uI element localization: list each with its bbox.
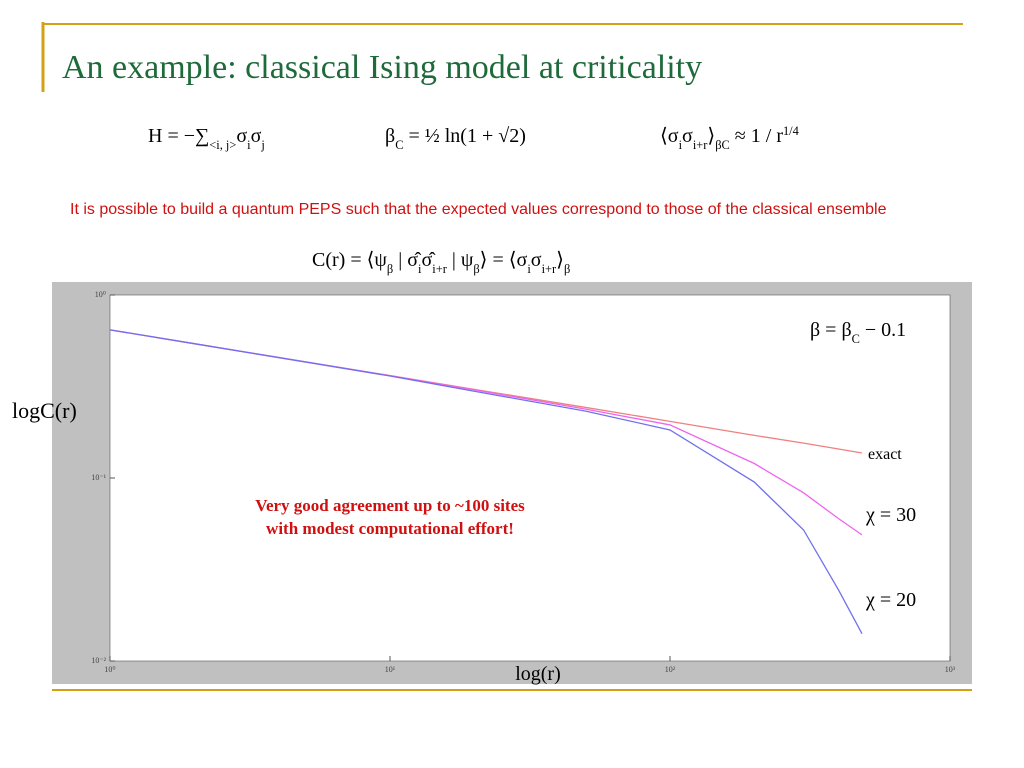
superscript: 1/4 — [783, 124, 799, 138]
subscript: C — [395, 138, 403, 152]
equation-part: | σ̂ — [393, 249, 422, 271]
subscript: i — [527, 262, 531, 276]
equation-part: C(r) = ⟨ψ — [312, 249, 387, 271]
series-label: χ = 20 — [865, 589, 916, 611]
paragraph: It is possible to build a quantum PEPS s… — [70, 201, 887, 218]
subscript: C — [852, 332, 860, 346]
subscript: i+r — [542, 262, 557, 276]
x-tick-label: 10¹ — [385, 665, 396, 674]
annotation: with modest computational effort! — [266, 519, 514, 538]
y-tick-label: 10⁻¹ — [91, 473, 106, 482]
subscript: β — [387, 262, 393, 276]
x-tick-label: 10⁰ — [104, 665, 115, 674]
series-line — [109, 329, 863, 635]
y-axis-label: logC(r) — [12, 398, 77, 423]
subscript: β — [564, 262, 570, 276]
annotation: Very good agreement up to ~100 sites — [255, 496, 525, 515]
subscript: <i, j> — [209, 138, 236, 152]
equation-part: = ½ ln(1 + √2) — [403, 125, 525, 147]
equation-part: − 0.1 — [860, 319, 906, 341]
equation-part: ⟩ — [707, 125, 715, 147]
x-axis-label: log(r) — [515, 663, 561, 685]
equation-part: β — [385, 125, 395, 147]
x-tick-label: 10² — [665, 665, 676, 674]
plot-area — [109, 294, 951, 662]
equation-part: σ — [682, 125, 693, 147]
equation-part: | ψ — [447, 249, 474, 271]
slide-title: An example: classical Ising model at cri… — [62, 49, 702, 86]
x-tick-label: 10³ — [945, 665, 956, 674]
equation: β = βC − 0.1 — [810, 319, 906, 346]
equation: C(r) = ⟨ψβ | σ̂iσ̂i+r | ψβ⟩ = ⟨σiσi+r⟩β — [312, 249, 570, 276]
subscript: j — [260, 138, 264, 152]
equation: ⟨σiσi+r⟩βC ≈ 1 / r1/4 — [660, 124, 799, 152]
equation-part: H = −∑ — [148, 125, 209, 147]
y-tick-label: 10⁰ — [95, 290, 106, 299]
subscript: i — [679, 138, 683, 152]
subscript: i — [247, 138, 251, 152]
subscript: β — [473, 262, 479, 276]
equation-part: σ — [251, 125, 262, 147]
series-label: χ = 30 — [865, 504, 916, 526]
equation-part: β = β — [810, 319, 852, 341]
equation-part: σ — [531, 249, 542, 271]
subscript: i — [418, 262, 422, 276]
equation-part: ⟩ — [556, 249, 564, 271]
equation: βC = ½ ln(1 + √2) — [385, 125, 526, 152]
subscript: i+r — [693, 138, 708, 152]
equation-part: ⟩ = ⟨σ — [480, 249, 528, 271]
series-label: exact — [868, 446, 902, 463]
subscript: βC — [715, 138, 730, 152]
y-tick-label: 10⁻² — [91, 656, 106, 665]
subscript: i+r — [432, 262, 447, 276]
equation-part: ⟨σ — [660, 125, 679, 147]
equation-part: ≈ 1 / r — [730, 125, 784, 147]
equation-part: σ — [236, 125, 247, 147]
equation: H = −∑<i, j>σiσj — [148, 125, 265, 152]
